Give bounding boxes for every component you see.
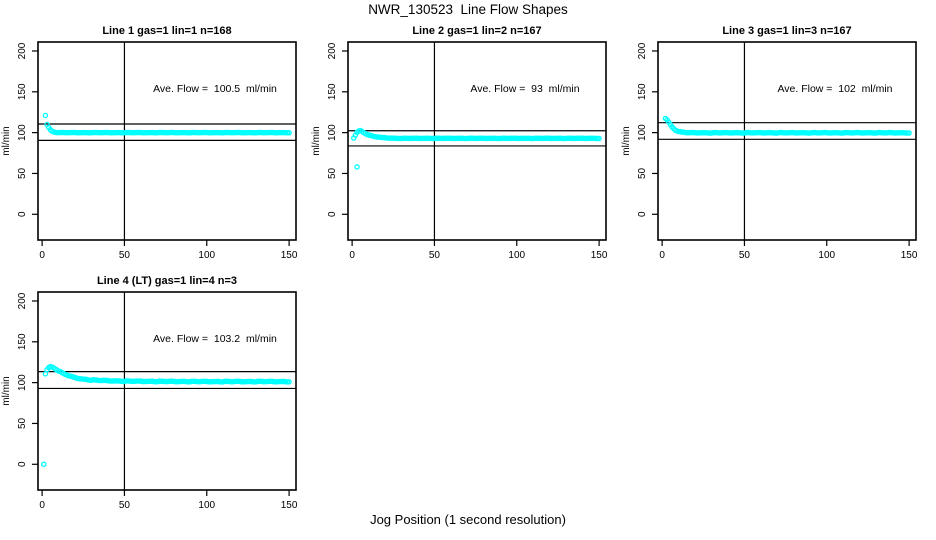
y-tick-label: 100 (327, 124, 338, 141)
y-tick-label: 100 (17, 374, 28, 391)
y-tick-label: 200 (17, 42, 28, 59)
data-point (906, 130, 912, 136)
panel-title: Line 2 gas=1 lin=2 n=167 (412, 25, 541, 37)
x-tick-label: 100 (818, 250, 835, 261)
y-axis-label: ml/min (311, 126, 322, 155)
y-tick-label: 150 (637, 83, 648, 100)
ave-flow-annotation: Ave. Flow = 102 ml/min (777, 83, 892, 95)
data-point (286, 130, 292, 136)
x-tick-label: 100 (198, 500, 215, 511)
flow-series (662, 115, 912, 136)
plot-box (37, 291, 297, 491)
y-tick-label: 50 (17, 167, 28, 179)
panel-title: Line 4 (LT) gas=1 lin=4 n=3 (97, 275, 237, 287)
flow-series (351, 127, 602, 170)
x-tick-label: 50 (429, 250, 441, 261)
x-tick-label: 0 (39, 500, 45, 511)
ave-flow-annotation: Ave. Flow = 100.5 ml/min (153, 83, 277, 95)
flow-series (41, 363, 292, 468)
outlier-point (354, 164, 360, 170)
ave-flow-annotation: Ave. Flow = 93 ml/min (470, 83, 579, 95)
outlier-point (42, 112, 49, 119)
figure-xlabel: Jog Position (1 second resolution) (370, 512, 566, 527)
y-tick-label: 200 (17, 292, 28, 309)
y-tick-label: 200 (327, 42, 338, 59)
y-tick-label: 50 (17, 417, 28, 429)
outlier-point (41, 461, 47, 468)
panel-line-2: 0 50 100 150 0 50 100 150 200 ml/min Line 2 gas=1 … (311, 25, 608, 261)
y-tick-label: 0 (17, 461, 28, 467)
y-tick-label: 150 (17, 333, 28, 350)
x-tick-label: 100 (508, 250, 525, 261)
y-tick-label: 50 (327, 167, 338, 179)
panel-line-3: 0 50 100 150 0 50 100 150 200 ml/min Line 3 gas=1 … (621, 25, 918, 261)
panel-line-1: 0 50 100 150 0 50 100 150 200 ml/min Line 1 gas=1 … (1, 25, 298, 261)
x-tick-label: 150 (281, 250, 298, 261)
x-tick-label: 50 (739, 250, 751, 261)
data-point (596, 135, 602, 142)
y-tick-label: 200 (637, 42, 648, 59)
x-tick-label: 150 (901, 250, 918, 261)
x-tick-label: 150 (281, 500, 298, 511)
y-tick-label: 0 (17, 211, 28, 217)
y-axis-label: ml/min (621, 126, 632, 155)
plot-box (37, 41, 297, 241)
ave-flow-annotation: Ave. Flow = 103.2 ml/min (153, 333, 277, 345)
y-tick-label: 50 (637, 167, 648, 179)
x-tick-label: 150 (591, 250, 608, 261)
x-tick-label: 0 (349, 250, 355, 261)
x-tick-label: 50 (119, 250, 131, 261)
figure-title: NWR_130523 Line Flow Shapes (368, 2, 568, 17)
x-tick-label: 50 (119, 500, 131, 511)
plot-box (657, 41, 917, 241)
y-tick-label: 150 (327, 83, 338, 100)
x-tick-label: 100 (198, 250, 215, 261)
x-tick-label: 0 (39, 250, 45, 261)
y-axis-label: ml/min (1, 376, 12, 405)
y-tick-label: 150 (17, 83, 28, 100)
y-tick-label: 100 (17, 124, 28, 141)
y-tick-label: 100 (637, 124, 648, 141)
panel-line-4: 0 50 100 150 0 50 100 150 200 ml/min Line 4 (LT) g… (1, 275, 298, 511)
plot-box (347, 41, 607, 241)
y-axis-label: ml/min (1, 126, 12, 155)
y-tick-label: 0 (327, 211, 338, 217)
panel-title: Line 3 gas=1 lin=3 n=167 (722, 25, 851, 37)
flow-series (42, 112, 292, 136)
x-tick-label: 0 (659, 250, 665, 261)
panel-title: Line 1 gas=1 lin=1 n=168 (102, 25, 231, 37)
y-tick-label: 0 (637, 211, 648, 217)
data-point (286, 379, 292, 385)
